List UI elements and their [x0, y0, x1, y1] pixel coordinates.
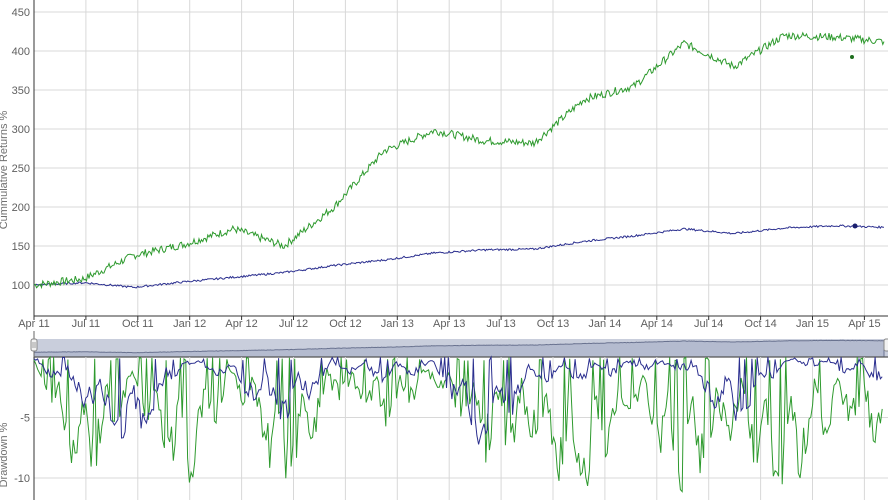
- y-tick-label: -10: [14, 473, 30, 485]
- x-tick-label: Jul 12: [279, 318, 308, 330]
- main-grid: [34, 0, 888, 316]
- drawdown-y-axis-title: Drawdown %: [0, 422, 10, 487]
- x-tick-label: Apr 11: [18, 318, 50, 330]
- x-tick-label: Apr 14: [641, 318, 673, 330]
- x-tick-label: Apr 15: [848, 318, 880, 330]
- x-tick-label: Oct 14: [744, 318, 776, 330]
- y-tick-label: 300: [12, 124, 30, 136]
- x-tick-label: Jul 13: [486, 318, 515, 330]
- strategy-drawdown-line[interactable]: [33, 355, 883, 493]
- y-tick-label: 450: [12, 7, 30, 19]
- x-tick-label: Jul 11: [72, 318, 101, 330]
- navigator-right-handle[interactable]: [883, 338, 888, 352]
- y-tick-label: -5: [20, 413, 30, 425]
- y-tick-label: 250: [12, 163, 30, 175]
- x-tick-label: Oct 11: [122, 318, 154, 330]
- y-tick-label: 350: [12, 85, 30, 97]
- drawdown-grid: [34, 357, 888, 500]
- drawdown-y-axis: -5 -10: [14, 413, 30, 486]
- benchmark-line[interactable]: [33, 224, 885, 289]
- x-tick-label: Jan 14: [588, 318, 621, 330]
- x-tick-label: Apr 12: [225, 318, 257, 330]
- x-tick-label: Oct 12: [329, 318, 361, 330]
- x-tick-label: Jan 12: [173, 318, 206, 330]
- navigator-left-handle[interactable]: [30, 338, 38, 352]
- strategy-marker: [850, 55, 854, 59]
- y-tick-label: 100: [12, 280, 30, 292]
- navigator[interactable]: [30, 331, 888, 358]
- x-tick-label: Oct 13: [537, 318, 569, 330]
- x-tick-label: Jul 14: [694, 318, 723, 330]
- y-tick-label: 150: [12, 241, 30, 253]
- main-y-axis-title: Cummulative Returns %: [0, 110, 10, 229]
- x-tick-label: Apr 13: [433, 318, 465, 330]
- main-y-axis: 450 400 350 300 250 200 150 100: [12, 7, 30, 292]
- y-tick-label: 400: [12, 46, 30, 58]
- strategy-line[interactable]: [33, 31, 885, 290]
- benchmark-drawdown-line[interactable]: [33, 355, 883, 445]
- benchmark-marker: [852, 223, 858, 229]
- x-tick-label: Jan 15: [796, 318, 829, 330]
- navigator-series: [33, 339, 885, 358]
- main-x-axis: Apr 11 Jul 11 Oct 11 Jan 12 Apr 12 Jul 12 Oct …: [18, 316, 881, 330]
- y-tick-label: 200: [12, 202, 30, 214]
- x-tick-label: Jan 13: [381, 318, 414, 330]
